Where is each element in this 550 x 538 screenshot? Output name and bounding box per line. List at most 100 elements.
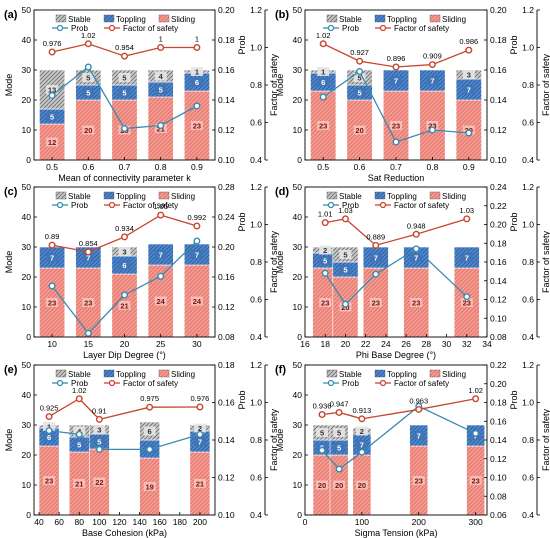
fos-tick-label: 1.2 — [250, 5, 262, 15]
fos-point — [196, 403, 204, 411]
x-axis-label: Sat Reduction — [368, 173, 425, 183]
bar-label-bg — [43, 432, 56, 442]
bar-label-bg — [190, 296, 203, 306]
bar-value-label: 21 — [196, 480, 204, 489]
prob-tick-label: 0.06 — [490, 510, 507, 520]
fos-data-label: 0.976 — [43, 39, 62, 48]
prob-point — [157, 272, 165, 280]
bar-value-label: 7 — [394, 77, 398, 86]
bar-label-bg — [410, 253, 423, 262]
prob-tick-label: 0.14 — [490, 95, 507, 105]
prob-axis-label: Prob — [509, 35, 519, 54]
x-axis-label: Phi Base Degree (°) — [356, 350, 436, 360]
prob-point — [84, 329, 92, 337]
prob-axis-label: Prob — [509, 390, 519, 409]
bar-value-label: 6 — [122, 261, 126, 270]
x-tick-label: 0 — [303, 517, 308, 527]
bar-label-bg — [316, 428, 329, 437]
panel-label: (a) — [4, 9, 18, 21]
fos-point — [48, 48, 56, 56]
prob-tick-label: 0.10 — [218, 510, 235, 520]
prob-point — [120, 291, 128, 299]
legend-label-stable: Stable — [68, 192, 91, 201]
prob-point — [465, 129, 473, 137]
legend-label-sliding: Sliding — [171, 370, 195, 379]
y-axis-label: Mode — [275, 251, 285, 274]
prob-point — [75, 430, 83, 438]
x-tick-label: 0.6 — [354, 162, 366, 172]
fos-point — [356, 57, 364, 65]
bar-label-bg — [118, 301, 131, 310]
bar-value-label: 5 — [50, 113, 54, 122]
fos-data-label: 0.91 — [92, 406, 107, 415]
y-tick-label: 10 — [22, 480, 32, 490]
fos-tick-label: 0.8 — [250, 80, 262, 90]
prob-tick-label: 0.08 — [490, 332, 507, 342]
legend-swatch-sliding — [429, 369, 441, 378]
prob-tick-label: 0.08 — [490, 491, 507, 501]
fos-point — [48, 241, 56, 249]
prob-point — [372, 270, 380, 278]
prob-point — [392, 138, 400, 146]
fos-axis-label: Factor of safety — [541, 53, 550, 116]
x-tick-label: 0.8 — [155, 162, 167, 172]
bar-value-label: 7 — [465, 254, 469, 263]
legend-swatch-toppling — [103, 191, 115, 200]
bar-value-label: 1 — [321, 68, 325, 77]
bar-value-label: 3 — [122, 248, 126, 257]
legend-marker-prob — [327, 24, 335, 32]
legend-label-sliding: Sliding — [442, 192, 466, 201]
fos-tick-label: 1.0 — [522, 220, 534, 230]
prob-tick-label: 0.18 — [218, 360, 235, 370]
bar-label-bg — [369, 298, 382, 307]
fos-point — [428, 61, 436, 69]
fos-point — [412, 230, 420, 238]
prob-tick-label: 0.12 — [490, 295, 507, 305]
legend-label-prob: Prob — [71, 24, 88, 33]
fos-data-label: 1.03 — [459, 206, 474, 215]
bar-label-bg — [390, 121, 402, 130]
prob-tick-label: 0.20 — [490, 220, 507, 230]
legend-swatch-stable — [55, 191, 67, 200]
panel-label: (c) — [4, 186, 18, 198]
prob-tick-label: 0.14 — [490, 435, 507, 445]
bar-label-bg — [317, 67, 330, 76]
prob-tick-label: 0.10 — [490, 473, 507, 483]
bar-label-bg — [355, 440, 368, 449]
fos-point — [75, 395, 83, 403]
legend-label-toppling: Toppling — [116, 15, 146, 24]
prob-tick-label: 0.24 — [490, 182, 507, 192]
prob-point — [472, 429, 480, 437]
prob-point — [428, 126, 436, 134]
fos-point — [465, 46, 473, 54]
legend-label-fos: Factor of safety — [123, 24, 178, 33]
fos-point — [45, 413, 53, 421]
prob-tick-label: 0.18 — [490, 238, 507, 248]
prob-point — [146, 445, 154, 453]
bar-value-label: 12 — [48, 138, 56, 147]
bar-label-bg — [118, 73, 131, 82]
x-tick-label: 0.8 — [426, 162, 438, 172]
y-tick-label: 30 — [293, 420, 303, 430]
fos-data-label: 1.02 — [81, 31, 96, 40]
bar-label-bg — [319, 298, 332, 307]
fos-point — [335, 408, 343, 416]
bar-value-label: 2 — [323, 246, 327, 255]
bar-value-label: 5 — [86, 74, 90, 83]
bar-label-bg — [317, 121, 330, 130]
bar-label-bg — [339, 250, 352, 259]
prob-tick-label: 0.20 — [490, 5, 507, 15]
panel-label: (e) — [4, 364, 18, 376]
y-axis-label: Mode — [4, 429, 14, 452]
bar-value-label: 23 — [471, 477, 479, 486]
legend-label-fos: Factor of safety — [394, 201, 449, 210]
legend-label-toppling: Toppling — [387, 192, 417, 201]
prob-point — [193, 237, 201, 245]
bar-value-label: 2 — [360, 427, 364, 436]
bar-label-bg — [412, 431, 425, 440]
fos-data-label: 0.948 — [407, 221, 426, 230]
fos-data-label: 0.947 — [330, 399, 349, 408]
prob-point — [48, 91, 56, 99]
x-tick-label: 34 — [482, 339, 492, 349]
fos-point — [318, 411, 326, 419]
